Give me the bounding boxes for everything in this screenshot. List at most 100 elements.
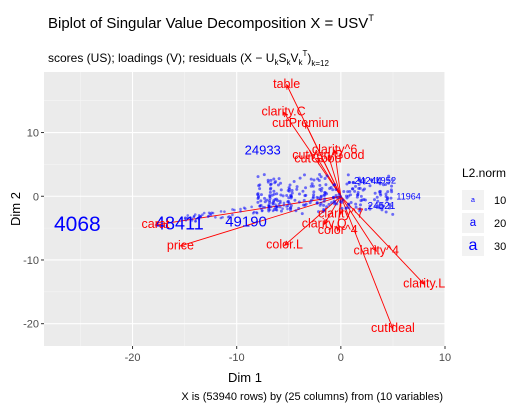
loading-arrowhead [282,111,289,118]
score-point [258,183,262,187]
score-point [358,203,362,207]
score-point [197,217,201,221]
loading-arrow [334,150,342,197]
score-point [266,180,270,184]
score-point [292,179,296,183]
score-point [199,214,203,218]
score-point [368,204,372,208]
loading-arrowhead [283,240,290,247]
score-point [362,197,366,201]
score-point [389,196,393,200]
score-point [300,212,304,216]
score-point [295,185,299,189]
score-point [268,194,272,198]
score-point [293,198,297,202]
score-point [329,185,333,189]
loading-label: color^4 [318,223,358,237]
score-point [258,187,262,191]
score-point [223,210,226,213]
x-tick-label: -20 [125,352,141,364]
score-point [376,178,380,182]
score-point [381,183,385,187]
score-point [190,217,194,220]
score-point [294,209,298,213]
score-point [214,216,217,219]
score-point [239,209,242,213]
score-label: 24521 [368,201,396,212]
score-point [348,180,352,184]
score-point [281,194,285,198]
score-point [311,184,315,188]
score-point [279,181,283,185]
loading-arrowhead [317,158,323,165]
score-point [368,207,372,211]
score-point [319,175,323,179]
score-point [256,200,260,204]
score-point [285,193,289,197]
y-tick-label: 10 [27,128,39,140]
score-point [358,186,362,190]
x-tick-label: 0 [338,352,344,364]
loading-arrowhead [332,149,338,156]
score-point [184,216,187,220]
score-point [269,186,273,190]
loading-arrowhead [371,246,377,253]
loading-arrow [340,196,377,252]
score-point [271,203,275,206]
score-point [277,177,281,181]
score-point [347,206,351,210]
score-point [359,180,363,184]
score-point [219,210,223,213]
score-point [303,203,307,207]
score-label: 1952 [375,175,396,186]
loading-label: price [167,238,194,252]
score-point [271,209,275,213]
score-point [372,198,376,202]
score-point [332,196,336,200]
loading-arrows [154,83,425,330]
score-point [211,211,215,215]
score-point [346,190,350,194]
score-point [231,213,234,217]
score-point [315,201,319,205]
score-point [308,201,312,205]
score-point [353,189,357,193]
score-point [342,189,346,193]
score-point [207,214,210,218]
loading-label: clarity.Q [302,217,347,231]
score-point [272,192,276,196]
score-point [327,202,331,206]
score-point [387,206,391,210]
score-point [281,207,284,210]
score-point [323,177,327,181]
legend-key-box [462,236,484,256]
score-point [359,199,363,203]
score-point [315,195,319,199]
score-point [373,191,377,195]
score-point [226,215,230,219]
score-point [384,210,388,214]
score-point [252,210,256,214]
score-point [344,206,348,210]
score-point [325,174,329,178]
loading-arrow [283,111,342,197]
loading-label: clarity^4 [354,243,400,257]
score-point [376,199,380,203]
score-point [346,173,350,177]
score-point [275,205,279,209]
score-point [391,212,395,216]
legend-key-symbol: a [471,197,475,204]
score-point [318,197,322,201]
score-point [332,183,336,187]
score-point [260,209,264,213]
score-point [378,190,382,194]
score-point [387,202,391,206]
score-point [272,189,276,193]
y-tick-label: 0 [33,191,39,203]
loading-label: cutIdeal [371,321,415,335]
loading-arrowhead [179,242,186,247]
score-point [279,193,283,197]
loading-label: carat [142,217,170,231]
score-point [357,182,361,186]
